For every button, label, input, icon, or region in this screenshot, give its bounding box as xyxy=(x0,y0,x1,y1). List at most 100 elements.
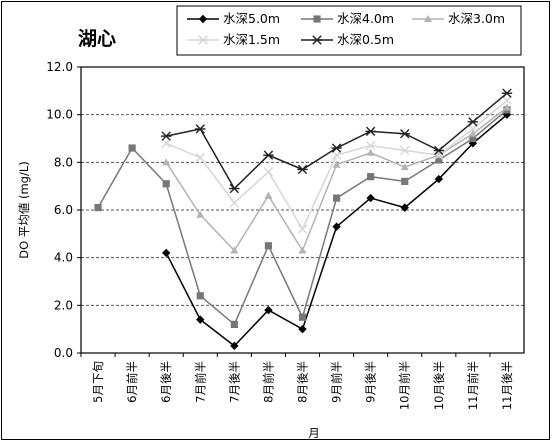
data-point xyxy=(424,15,432,22)
data-point xyxy=(297,224,308,234)
y-tick-label: 0.0 xyxy=(54,346,73,360)
legend-label: 水深1.5m xyxy=(223,32,280,47)
series-水深3.0m xyxy=(162,103,511,254)
data-point xyxy=(229,198,240,208)
data-point xyxy=(331,150,342,160)
data-point xyxy=(196,292,204,300)
x-axis-label: 月 xyxy=(308,426,320,440)
data-point xyxy=(198,14,208,24)
data-point xyxy=(331,143,342,153)
data-point xyxy=(400,203,409,212)
data-point xyxy=(263,150,274,160)
data-point xyxy=(332,194,341,202)
y-tick-label: 12.0 xyxy=(46,60,73,74)
data-point xyxy=(297,164,308,175)
data-point xyxy=(367,173,375,181)
data-point xyxy=(161,138,171,148)
x-tick-label: 8月後半 xyxy=(296,361,310,403)
data-point-stroke xyxy=(195,152,205,163)
gridlines xyxy=(81,114,524,306)
data-point xyxy=(162,180,170,188)
legend-label: 水深0.5m xyxy=(337,32,394,47)
data-point xyxy=(400,145,410,156)
data-point xyxy=(264,242,273,250)
data-point xyxy=(401,177,409,185)
data-point xyxy=(195,152,205,163)
data-point xyxy=(501,88,513,98)
data-point-stroke xyxy=(198,35,208,45)
y-axis-label: DO 平均値 (mg/L) xyxy=(17,161,31,258)
data-point xyxy=(365,140,376,151)
data-point xyxy=(196,210,205,218)
data-point-stroke xyxy=(297,224,308,234)
data-point-stroke xyxy=(502,95,512,106)
x-tick-label: 8月前半 xyxy=(261,361,275,403)
data-point xyxy=(162,158,171,166)
data-point xyxy=(230,246,239,254)
legend-label: 水深3.0m xyxy=(448,11,505,26)
series-group xyxy=(94,88,513,351)
data-point xyxy=(230,320,238,328)
data-point-stroke xyxy=(400,145,410,156)
x-tick-label: 11月前半 xyxy=(466,361,480,410)
data-point xyxy=(298,246,307,254)
data-point xyxy=(264,305,273,315)
data-point xyxy=(230,341,239,351)
data-point xyxy=(160,131,172,141)
data-point xyxy=(128,144,136,152)
y-tick-label: 4.0 xyxy=(54,251,73,265)
x-tick-label: 7月前半 xyxy=(193,361,207,403)
x-tick-label: 10月前半 xyxy=(398,361,412,410)
data-point-stroke xyxy=(365,140,376,151)
data-point xyxy=(298,313,307,321)
data-point xyxy=(264,191,273,199)
legend-label: 水深5.0m xyxy=(223,11,280,26)
data-point xyxy=(196,315,205,324)
data-point xyxy=(468,124,478,134)
data-point xyxy=(434,174,444,184)
data-point xyxy=(366,193,375,203)
y-tick-label: 2.0 xyxy=(54,298,73,312)
data-point xyxy=(467,117,479,127)
legend-item: 水深4.0m xyxy=(301,11,394,26)
legend: 水深5.0m 水深4.0m 水深3.0m 水深1.5m 水深0.5m xyxy=(176,5,522,56)
data-point xyxy=(313,15,321,23)
data-point-stroke xyxy=(263,167,274,177)
y-tick-label: 8.0 xyxy=(54,155,73,169)
x-tick-label: 5月下旬 xyxy=(91,361,105,403)
y-axis-ticks: 0.0 2.0 4.0 6.0 8.0 10.0 12.0 xyxy=(46,60,81,360)
data-point xyxy=(366,148,375,156)
series-水深5.0m xyxy=(161,110,512,351)
x-tick-label: 11月後半 xyxy=(500,361,514,410)
legend-label: 水深4.0m xyxy=(337,11,394,26)
legend-item: 水深3.0m xyxy=(412,11,505,26)
data-point xyxy=(435,156,443,164)
legend-item: 水深5.0m xyxy=(187,11,280,26)
data-point xyxy=(468,139,478,148)
series-水深0.5m xyxy=(160,88,513,194)
legend-item: 水深0.5m xyxy=(301,32,394,47)
data-point-stroke xyxy=(161,138,171,148)
x-tick-label: 9月後半 xyxy=(364,361,378,403)
x-tick-label: 6月前半 xyxy=(125,361,139,403)
series-水深4.0m xyxy=(94,106,511,328)
data-point xyxy=(198,35,208,45)
x-tick-label: 6月後半 xyxy=(159,361,173,403)
y-tick-label: 6.0 xyxy=(54,203,73,217)
data-point-stroke xyxy=(229,198,240,208)
data-point xyxy=(263,167,274,177)
x-tick-label: 7月後半 xyxy=(227,361,241,403)
data-point xyxy=(195,124,206,134)
data-point-stroke xyxy=(468,124,478,134)
data-point xyxy=(469,134,477,143)
data-point xyxy=(399,129,410,139)
legend-box xyxy=(176,5,522,56)
x-axis-ticks: 5月下旬 6月前半 6月後半 7月前半 7月後半 8月前半 8月後半 9月前半 9月後半 10月前… xyxy=(80,353,514,410)
data-point xyxy=(229,183,240,194)
data-point xyxy=(332,222,341,231)
x-tick-label: 9月前半 xyxy=(330,361,344,403)
data-point xyxy=(468,129,477,137)
y-tick-label: 10.0 xyxy=(46,108,73,122)
